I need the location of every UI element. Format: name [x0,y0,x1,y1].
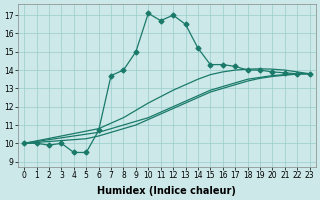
X-axis label: Humidex (Indice chaleur): Humidex (Indice chaleur) [98,186,236,196]
